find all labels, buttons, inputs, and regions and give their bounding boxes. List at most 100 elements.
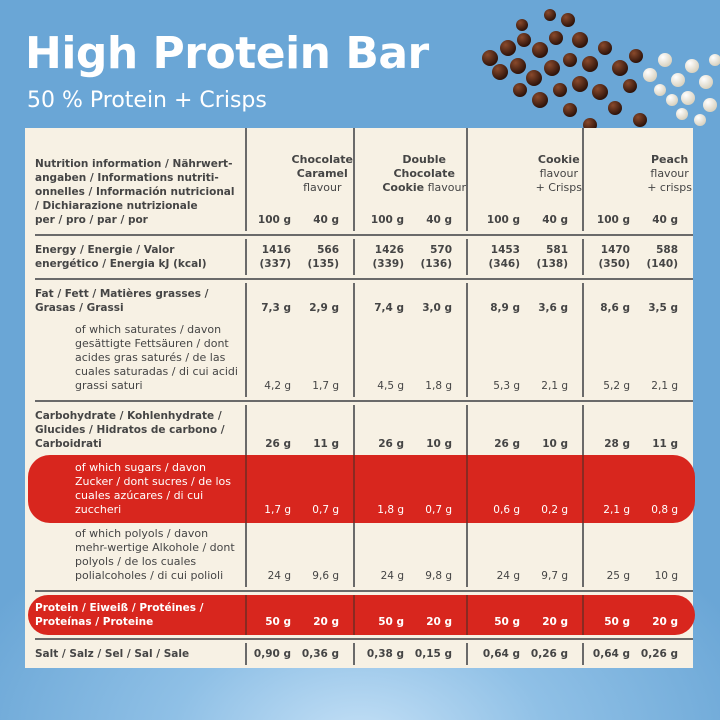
- nutrient-value: 26 g: [494, 438, 520, 450]
- nutrient-label: Energy / Energie / Valor energético / En…: [35, 244, 207, 270]
- nutrient-value: 3,0 g: [422, 302, 452, 314]
- value-group: 1416 (337) 566 (135): [245, 239, 353, 275]
- value-group: 5,2 g 2,1 g: [582, 319, 692, 397]
- nutrient-value: 570 (136): [420, 244, 452, 270]
- nutrient-value: 0,8 g: [651, 504, 678, 516]
- nutrient-value: 5,2 g: [603, 380, 630, 392]
- product-name-line: flavour: [647, 167, 692, 181]
- nutrient-label: Protein / Eiweiß / Protéines / Proteínas…: [35, 602, 204, 628]
- nutrient-value: 0,64 g: [592, 648, 630, 660]
- nutrient-value: 25 g: [606, 570, 630, 582]
- nutrient-value: 1,8 g: [377, 504, 404, 516]
- nutrient-value: 0,90 g: [253, 648, 291, 660]
- value-group: 24 g 9,8 g: [353, 523, 466, 587]
- product-column-header: Peach flavour + crisps 100 g 40 g: [582, 128, 692, 231]
- table-header-row: Nutrition information / Nährwert-angaben…: [35, 128, 693, 231]
- table-section: Energy / Energie / Valor energético / En…: [35, 236, 693, 280]
- nutrient-value: 2,1 g: [541, 380, 568, 392]
- nutrient-value: 0,64 g: [482, 648, 520, 660]
- nutrient-row: of which saturates / davon gesättigte Fe…: [35, 319, 693, 397]
- product-name-regular: flavour: [424, 181, 466, 194]
- nutrient-label: Salt / Salz / Sel / Sal / Sale: [35, 648, 190, 660]
- product-name-line: Caramel: [292, 167, 353, 181]
- product-name-line: Chocolate: [292, 153, 353, 167]
- nutrient-value: 3,6 g: [538, 302, 568, 314]
- product-name-regular: + Crisps: [535, 181, 582, 194]
- nutrient-value: 581 (138): [536, 244, 568, 270]
- product-name-bold: Peach: [650, 153, 689, 166]
- nutrient-value: 9,6 g: [312, 570, 339, 582]
- product-name: Chocolate Caramel flavour: [292, 153, 353, 195]
- product-name-regular: + crisps: [647, 181, 692, 194]
- nutrient-value: 0,15 g: [414, 648, 452, 660]
- nutrient-value: 1,7 g: [312, 380, 339, 392]
- nutrient-value: 20 g: [542, 616, 568, 628]
- nutrient-value: 26 g: [378, 438, 404, 450]
- nutrient-value: 1426 (339): [372, 244, 404, 270]
- value-group: 50 g 20 g: [353, 595, 466, 635]
- unit-labels: 100 g 40 g: [258, 213, 353, 227]
- nutrient-value: 24 g: [496, 570, 520, 582]
- value-group: 7,4 g 3,0 g: [353, 283, 466, 319]
- highlighted-nutrient-row: of which sugars / davon Zucker / dont su…: [28, 455, 695, 523]
- nutrient-value: 0,2 g: [541, 504, 568, 516]
- value-group: 0,64 g 0,26 g: [582, 643, 692, 665]
- page-subtitle: 50 % Protein + Crisps: [27, 88, 267, 113]
- product-column-header: Double Chocolate Cookie flavour 100 g 40 g: [353, 128, 466, 231]
- unit-label: 40 g: [652, 214, 678, 226]
- value-group: 24 g 9,6 g: [245, 523, 353, 587]
- nutrient-value: 9,8 g: [425, 570, 452, 582]
- product-name: Double Chocolate Cookie flavour: [382, 153, 466, 195]
- nutrient-value: 588 (140): [646, 244, 678, 270]
- nutrient-value: 10 g: [542, 438, 568, 450]
- nutrient-value: 0,36 g: [301, 648, 339, 660]
- value-group: 1470 (350) 588 (140): [582, 239, 692, 275]
- nutrient-value: 28 g: [604, 438, 630, 450]
- value-group: 0,90 g 0,36 g: [245, 643, 353, 665]
- unit-label: 100 g: [596, 214, 630, 226]
- value-group: 1,8 g 0,7 g: [353, 455, 466, 523]
- nutrient-label: Fat / Fett / Matières grasses / Grasas /…: [35, 288, 209, 314]
- per-label: per / pro / par / por: [35, 214, 148, 226]
- value-group: 8,9 g 3,6 g: [466, 283, 582, 319]
- nutrient-value: 7,4 g: [374, 302, 404, 314]
- unit-label: 40 g: [313, 214, 339, 226]
- value-group: 26 g 10 g: [466, 405, 582, 455]
- nutrient-value: 0,6 g: [493, 504, 520, 516]
- nutrient-row: Fat / Fett / Matières grasses / Grasas /…: [35, 283, 693, 319]
- table-section: Salt / Salz / Sel / Sal / Sale 0,90 g 0,36…: [35, 640, 693, 668]
- highlighted-nutrient-row: Protein / Eiweiß / Protéines / Proteínas…: [28, 595, 695, 635]
- value-group: 50 g 20 g: [466, 595, 582, 635]
- value-group: 7,3 g 2,9 g: [245, 283, 353, 319]
- nutrient-value: 1470 (350): [598, 244, 630, 270]
- value-group: 28 g 11 g: [582, 405, 692, 455]
- nutrient-value: 4,5 g: [377, 380, 404, 392]
- nutrient-value: 20 g: [426, 616, 452, 628]
- nutrient-value: 3,5 g: [648, 302, 678, 314]
- chocolate-crisps-illustration: [482, 9, 720, 132]
- nutrient-value: 0,26 g: [530, 648, 568, 660]
- product-name-bold: Chocolate: [291, 153, 353, 166]
- nutrient-value: 2,1 g: [651, 380, 678, 392]
- product-name-line: Cookie: [536, 153, 582, 167]
- nutrient-value: 1453 (346): [488, 244, 520, 270]
- nutrient-value: 11 g: [652, 438, 678, 450]
- nutrient-value: 20 g: [652, 616, 678, 628]
- nutrient-value: 566 (135): [307, 244, 339, 270]
- nutrient-value: 24 g: [380, 570, 404, 582]
- nutrient-value: 0,7 g: [425, 504, 452, 516]
- product-name-bold: Cookie: [537, 153, 580, 166]
- nutrient-value: 2,1 g: [603, 504, 630, 516]
- product-name-regular: flavour: [539, 167, 578, 180]
- value-group: 1426 (339) 570 (136): [353, 239, 466, 275]
- nutrient-value: 8,9 g: [490, 302, 520, 314]
- nutrient-row: Energy / Energie / Valor energético / En…: [35, 239, 693, 275]
- header-label: Nutrition information / Nährwert-angaben…: [35, 153, 245, 231]
- nutrient-value: 26 g: [265, 438, 291, 450]
- value-group: 50 g 20 g: [582, 595, 692, 635]
- nutrient-value: 50 g: [265, 616, 291, 628]
- nutrient-row: Salt / Salz / Sel / Sal / Sale 0,90 g 0,36…: [35, 643, 693, 665]
- nutrient-value: 50 g: [378, 616, 404, 628]
- value-group: 4,2 g 1,7 g: [245, 319, 353, 397]
- value-group: 26 g 10 g: [353, 405, 466, 455]
